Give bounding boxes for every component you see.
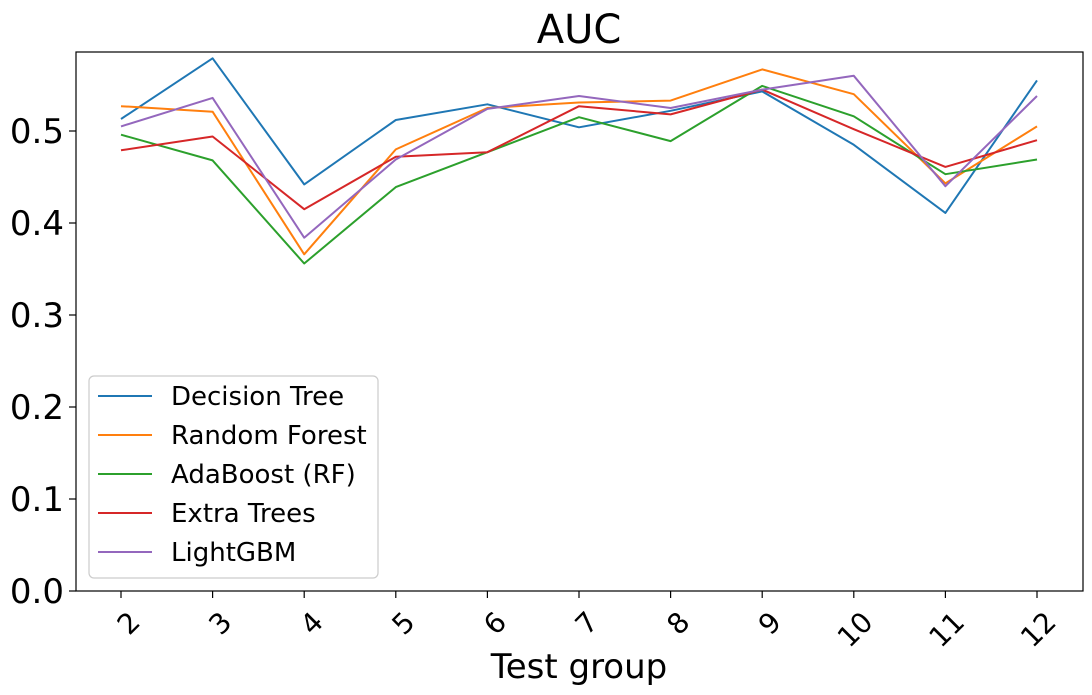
y-tick-label: 0.5 xyxy=(10,112,64,152)
legend-label: Random Forest xyxy=(171,421,367,451)
series-line-1 xyxy=(120,68,1038,256)
x-tick-label: 12 xyxy=(1014,605,1063,654)
y-axis: 0.0 0.1 0.2 0.3 0.4 0.5 xyxy=(10,112,76,612)
y-tick-label: 0.4 xyxy=(10,204,64,244)
x-tick-label: 4 xyxy=(294,605,330,641)
x-tick-label: 9 xyxy=(752,605,788,641)
series-line-4 xyxy=(120,74,1038,239)
legend-label: AdaBoost (RF) xyxy=(171,460,356,490)
x-tick-label: 7 xyxy=(569,605,605,641)
series-line-2 xyxy=(120,84,1038,265)
y-tick-label: 0.0 xyxy=(10,572,64,612)
plot-area xyxy=(120,57,1038,265)
x-axis-label: Test group xyxy=(490,647,668,687)
x-tick-label: 5 xyxy=(386,605,422,641)
legend-label: Extra Trees xyxy=(171,499,316,529)
y-tick-label: 0.2 xyxy=(10,388,64,428)
legend-label: Decision Tree xyxy=(171,382,344,412)
legend: Decision Tree Random Forest AdaBoost (RF) E… xyxy=(88,375,379,579)
x-tick-label: 6 xyxy=(477,605,513,641)
legend-box xyxy=(88,375,379,579)
series-line-3 xyxy=(120,88,1038,211)
x-tick-label: 10 xyxy=(831,605,880,654)
y-tick-label: 0.1 xyxy=(10,480,64,520)
legend-label: LightGBM xyxy=(171,538,296,568)
series-line-0 xyxy=(120,57,1038,214)
x-tick-label: 8 xyxy=(660,605,696,641)
x-tick-label: 2 xyxy=(111,605,147,641)
x-axis: 2 3 4 5 6 7 8 9 10 11 12 xyxy=(111,591,1063,654)
y-tick-label: 0.3 xyxy=(10,296,64,336)
x-tick-label: 11 xyxy=(923,605,972,654)
chart-title: AUC xyxy=(537,7,622,53)
x-tick-label: 3 xyxy=(202,605,238,641)
